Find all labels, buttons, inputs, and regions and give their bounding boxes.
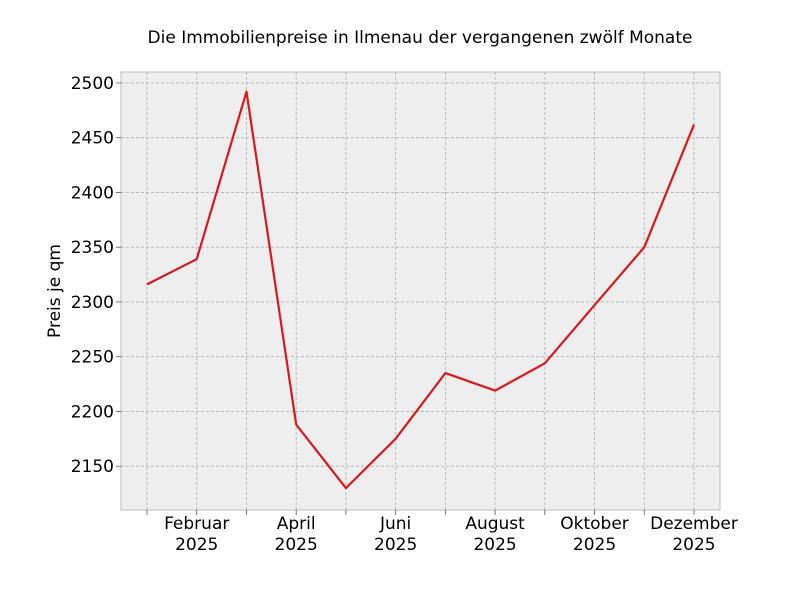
y-tick-label: 2250	[71, 348, 114, 368]
x-tick-label: Februar 2025	[164, 514, 229, 555]
x-tick-label: Juni 2025	[374, 514, 417, 555]
y-axis-label: Preis je qm	[45, 244, 65, 338]
y-tick-label: 2500	[71, 74, 114, 94]
plot-area	[120, 71, 721, 511]
x-tick-label: Oktober 2025	[560, 514, 629, 555]
x-tick-label: Dezember 2025	[650, 514, 738, 555]
grid	[121, 72, 720, 510]
axes: Februar 2025 April 2025 Juni 2025 August 2025 Ok…	[71, 74, 738, 555]
chart-title: Die Immobilienpreise in Ilmenau der verg…	[148, 28, 693, 48]
y-tick-label: 2450	[71, 129, 114, 149]
y-tick-label: 2300	[71, 293, 114, 313]
y-tick-label: 2150	[71, 457, 114, 477]
y-tick-label: 2350	[71, 238, 114, 258]
y-tick-label: 2400	[71, 183, 114, 203]
series-line	[146, 90, 696, 490]
x-tick-label: April 2025	[275, 514, 318, 555]
y-tick-label: 2200	[71, 402, 114, 422]
series-layer	[146, 90, 696, 490]
x-tick-label: August 2025	[465, 514, 525, 555]
